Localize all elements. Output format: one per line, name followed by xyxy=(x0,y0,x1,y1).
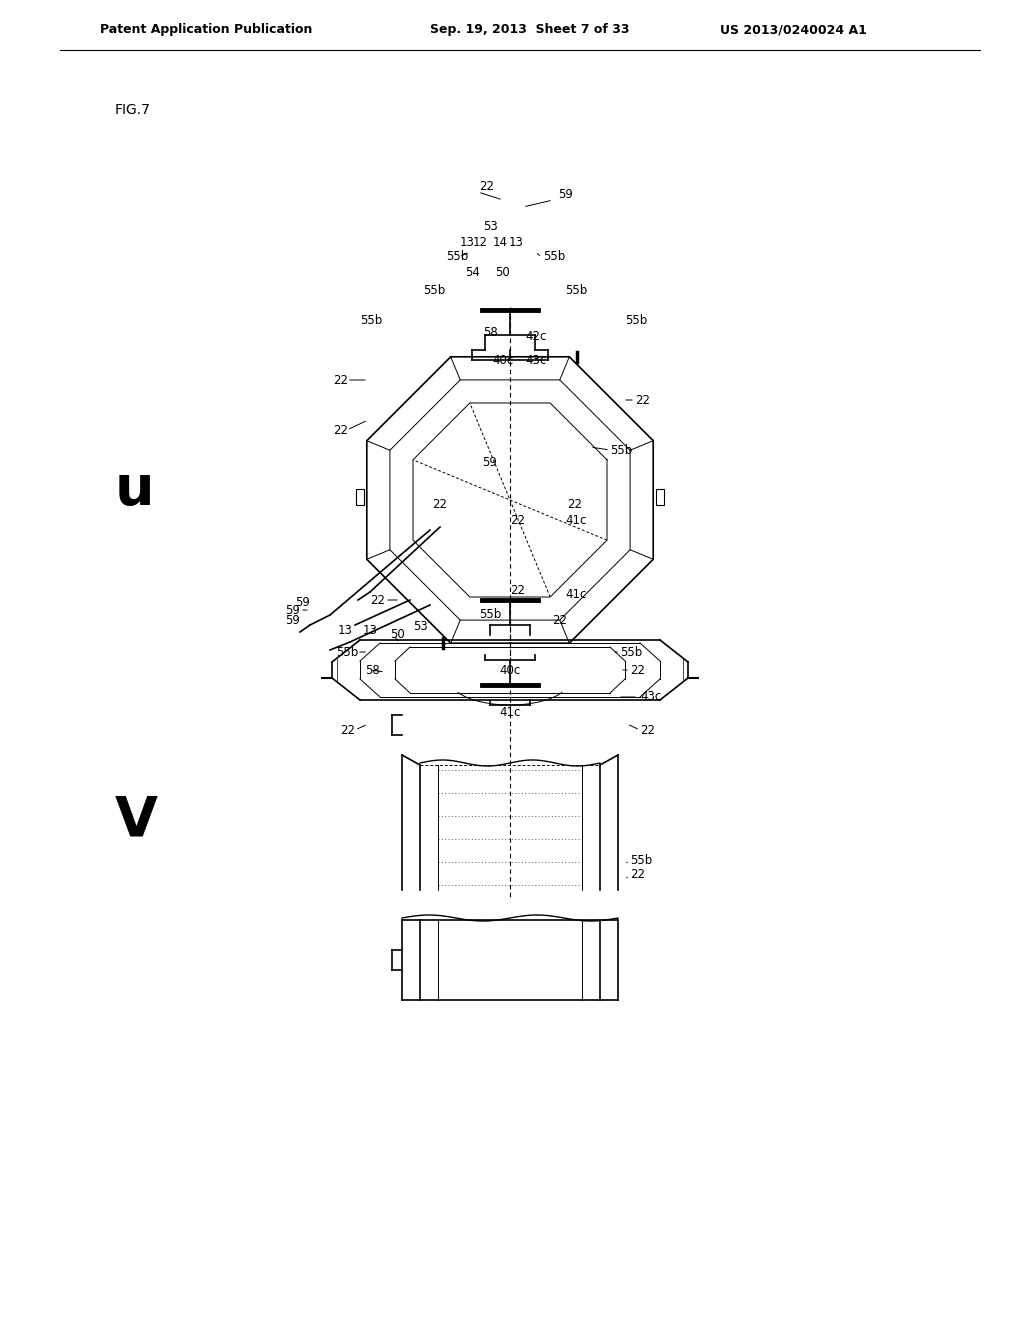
Text: 55b: 55b xyxy=(630,854,652,866)
Text: 22: 22 xyxy=(511,513,525,527)
Text: US 2013/0240024 A1: US 2013/0240024 A1 xyxy=(720,24,867,37)
Text: 40c: 40c xyxy=(500,664,520,676)
Text: 22: 22 xyxy=(340,723,355,737)
Text: Patent Application Publication: Patent Application Publication xyxy=(100,24,312,37)
Text: 55b: 55b xyxy=(446,251,468,264)
Text: 41c: 41c xyxy=(565,513,587,527)
Text: 54: 54 xyxy=(466,265,480,279)
Text: 22: 22 xyxy=(511,583,525,597)
Text: 55b: 55b xyxy=(625,314,647,326)
Text: 55b: 55b xyxy=(359,314,382,326)
Bar xyxy=(356,488,364,506)
Text: 13: 13 xyxy=(509,235,523,248)
Text: 58: 58 xyxy=(482,326,498,338)
Text: 55b: 55b xyxy=(479,609,501,622)
Text: 13: 13 xyxy=(362,623,378,636)
Text: 22: 22 xyxy=(333,374,348,387)
Text: 22: 22 xyxy=(630,664,645,676)
Text: 55b: 55b xyxy=(565,284,587,297)
Text: 53: 53 xyxy=(482,220,498,234)
Text: 22: 22 xyxy=(333,424,348,437)
Text: 55b: 55b xyxy=(423,284,445,297)
Text: 59: 59 xyxy=(558,189,572,202)
Text: 14: 14 xyxy=(493,235,508,248)
Text: 50: 50 xyxy=(390,628,404,642)
Text: 13: 13 xyxy=(338,623,352,636)
Text: 22: 22 xyxy=(553,614,567,627)
Text: 43c: 43c xyxy=(525,354,547,367)
Text: u: u xyxy=(115,463,155,517)
Text: 55b: 55b xyxy=(336,645,358,659)
Text: 41c: 41c xyxy=(500,706,520,719)
Text: 12: 12 xyxy=(472,235,487,248)
Text: 55b: 55b xyxy=(620,645,642,659)
Text: 22: 22 xyxy=(432,499,447,511)
Text: 59: 59 xyxy=(295,595,310,609)
Text: 41c: 41c xyxy=(565,589,587,602)
Text: 55b: 55b xyxy=(610,444,632,457)
Text: 55b: 55b xyxy=(543,251,565,264)
Text: 22: 22 xyxy=(370,594,385,606)
Text: 59: 59 xyxy=(285,614,300,627)
Text: 43c: 43c xyxy=(640,690,662,704)
Text: 42c: 42c xyxy=(525,330,547,343)
Text: 22: 22 xyxy=(635,393,650,407)
Text: 22: 22 xyxy=(479,181,494,194)
Text: 59: 59 xyxy=(285,603,300,616)
Bar xyxy=(656,488,664,506)
Text: 58: 58 xyxy=(365,664,380,676)
Text: 53: 53 xyxy=(413,620,427,634)
Text: 22: 22 xyxy=(630,869,645,882)
Text: 59: 59 xyxy=(482,455,498,469)
Text: V: V xyxy=(115,793,158,847)
Text: 40c: 40c xyxy=(493,354,514,367)
Text: 50: 50 xyxy=(496,265,510,279)
Text: FIG.7: FIG.7 xyxy=(115,103,151,117)
Text: 22: 22 xyxy=(567,499,583,511)
Text: 22: 22 xyxy=(640,723,655,737)
Text: 13: 13 xyxy=(460,235,474,248)
Text: Sep. 19, 2013  Sheet 7 of 33: Sep. 19, 2013 Sheet 7 of 33 xyxy=(430,24,630,37)
